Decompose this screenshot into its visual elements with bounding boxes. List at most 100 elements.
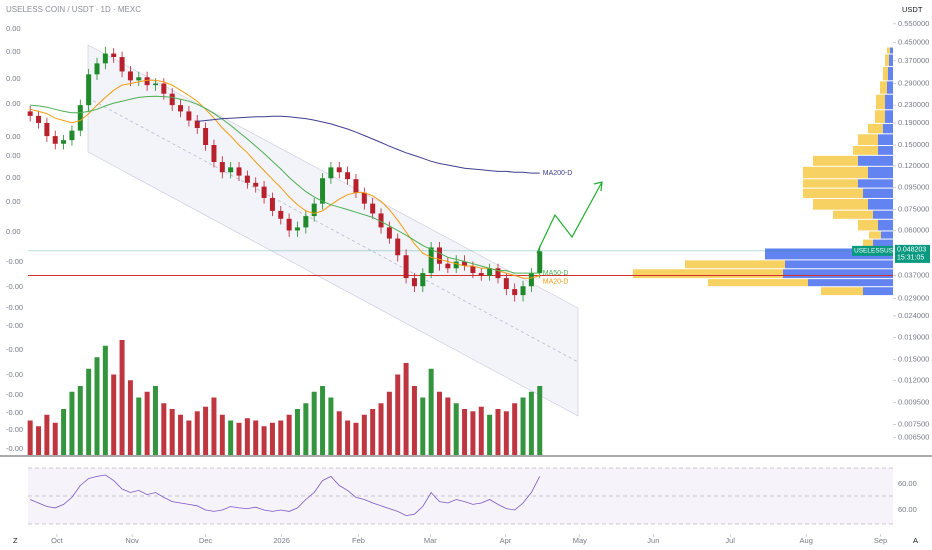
candle-body <box>169 93 175 106</box>
volume-bar <box>411 386 417 455</box>
candle-body <box>487 268 493 276</box>
profile-down <box>813 198 868 210</box>
volume-bar <box>36 426 42 455</box>
profile-up <box>873 210 893 219</box>
candle-body <box>528 273 534 287</box>
candle-body <box>219 162 225 173</box>
candle-body <box>361 192 367 204</box>
profile-up <box>863 188 893 198</box>
candle-body <box>253 182 259 187</box>
left-axis-label: -0.00 <box>6 390 23 399</box>
ma-label: MA50-D <box>543 270 569 277</box>
profile-down <box>863 239 873 248</box>
price-tag-countdown: 15:31:05 <box>897 255 924 262</box>
profile-down <box>885 54 889 66</box>
left-axis-label: 0.00 <box>6 99 21 108</box>
volume-bar <box>453 403 459 455</box>
projection-arrow <box>536 181 603 254</box>
candle-body <box>152 83 158 86</box>
left-axis-label: -0.00 <box>6 425 23 434</box>
ma-label: MA20-D <box>543 278 569 285</box>
volume-bar <box>311 391 317 455</box>
candle-body <box>86 74 92 106</box>
profile-down <box>876 94 885 110</box>
candle-body <box>303 216 309 228</box>
candle-body <box>111 53 117 58</box>
y-tick-label: 0.019000 <box>898 333 929 342</box>
corner-label: A <box>913 536 918 545</box>
profile-down <box>869 231 881 239</box>
candle-body <box>44 122 50 137</box>
left-axis-label: -0.00 <box>6 345 23 354</box>
y-tick-label: 0.120000 <box>898 161 929 170</box>
left-axis-label: -0.00 <box>6 370 23 379</box>
y-tick-label: 0.290000 <box>898 78 929 87</box>
candle-body <box>27 111 33 116</box>
moving-average <box>30 79 540 279</box>
volume-bar <box>69 391 75 455</box>
y-tick-label: 0.007500 <box>898 419 929 428</box>
candle-body <box>445 263 451 269</box>
y-tick-label: 0.060000 <box>898 225 929 234</box>
volume-bar <box>119 340 125 455</box>
x-tick-label: Apr <box>500 536 512 545</box>
volume-bar <box>436 391 442 455</box>
profile-up <box>808 279 893 287</box>
y-tick-label: 0.190000 <box>898 118 929 127</box>
left-axis-label: 0.00 <box>6 197 21 206</box>
x-tick-label: Feb <box>352 536 365 545</box>
price-tag-symbol-text: USELESSUSDT <box>854 248 902 255</box>
y-tick-label: 0.230000 <box>898 100 929 109</box>
candle-body <box>144 77 150 86</box>
candle-body <box>512 289 518 296</box>
volume-bar <box>228 420 234 455</box>
volume-bar <box>178 414 184 455</box>
candle-body <box>278 210 284 219</box>
profile-down <box>633 269 783 279</box>
volume-bar <box>403 363 409 455</box>
candle-body <box>161 83 167 94</box>
candle-body <box>336 167 342 173</box>
left-axis-label: 0.00 <box>6 151 21 160</box>
candle-body <box>328 167 334 179</box>
x-tick-label: Sep <box>874 536 887 545</box>
y-tick-label: 0.550000 <box>898 19 929 28</box>
profile-down <box>853 145 878 155</box>
profile-up <box>889 54 893 66</box>
volume-bar <box>445 397 451 455</box>
y-tick-label: 0.029000 <box>898 293 929 302</box>
left-axis-label: 0.00 <box>6 132 21 141</box>
profile-up <box>883 123 893 134</box>
volume-bar <box>294 409 300 455</box>
y-tick-label: 0.024000 <box>898 311 929 320</box>
left-axis-label: -0.00 <box>6 321 23 330</box>
left-axis-label: -0.00 <box>6 444 23 453</box>
volume-bar <box>111 374 117 455</box>
volume-bar <box>261 426 267 455</box>
regression-channel <box>87 44 579 417</box>
currency-label: USDT <box>902 5 923 14</box>
candle-body <box>428 247 434 274</box>
volume-bar <box>286 414 292 455</box>
volume-bar <box>378 403 384 455</box>
volume-bar <box>462 409 468 455</box>
price-tag-symbol <box>852 245 893 256</box>
volume-bar <box>136 397 142 455</box>
volume-bar <box>61 409 67 455</box>
volume-bar <box>211 397 217 455</box>
rsi-label: 60.00 <box>898 505 917 514</box>
profile-down <box>708 279 808 287</box>
profile-up <box>858 179 893 188</box>
profile-down <box>883 66 888 81</box>
volume-bar <box>102 345 108 455</box>
candle-body <box>520 286 526 296</box>
candle-body <box>503 278 509 290</box>
candle-body <box>386 227 392 239</box>
chart-title: USELESS COIN / USDT · 1D · MEXC <box>6 5 141 14</box>
candle-body <box>119 57 125 72</box>
volume-bar <box>336 411 342 455</box>
volume-bar <box>52 422 58 455</box>
profile-up <box>868 198 893 210</box>
candle-body <box>378 213 384 228</box>
rsi-background <box>28 468 893 524</box>
